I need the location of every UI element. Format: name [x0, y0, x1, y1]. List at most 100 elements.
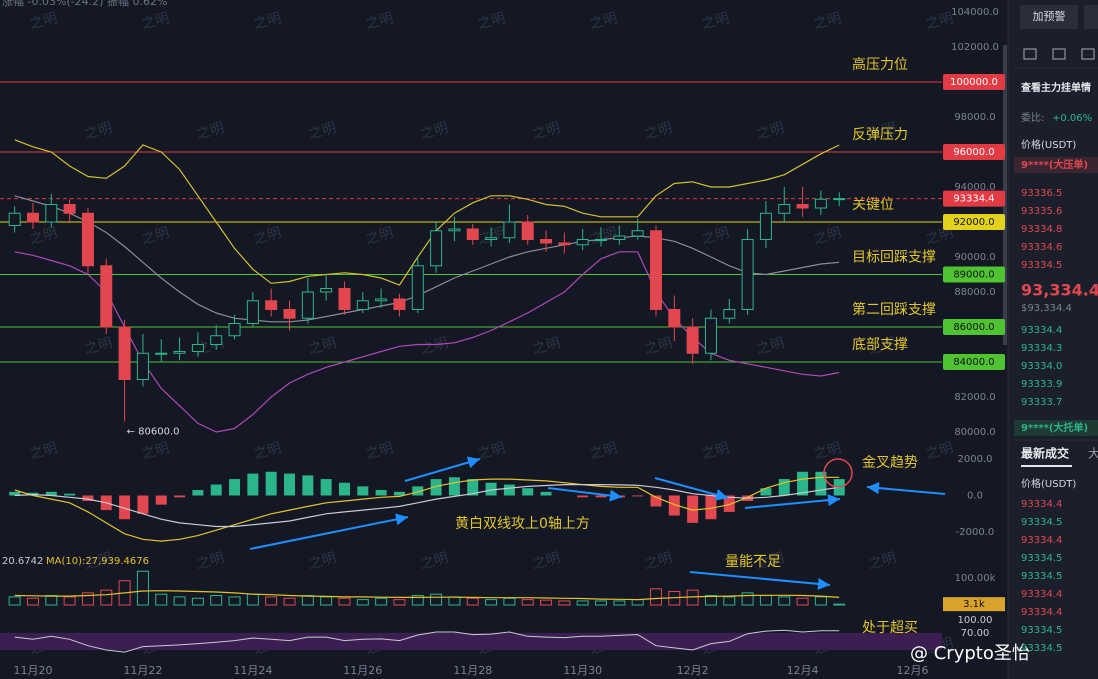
- volume-bar: [466, 597, 479, 606]
- macd-bar: [45, 491, 57, 496]
- x-tick-label: 11月28: [453, 664, 492, 677]
- watermark: 之明: [307, 550, 338, 573]
- y-tick-label: 80000.0: [954, 427, 995, 438]
- arrows: [249, 456, 946, 590]
- candle-body: [356, 300, 369, 310]
- candle-body: [558, 242, 571, 246]
- candle-body: [338, 288, 351, 310]
- watermark: 之明: [700, 10, 731, 33]
- volume-bar: [8, 596, 21, 606]
- macd-bar: [229, 479, 241, 496]
- watermark: 之明: [83, 550, 114, 573]
- alert-button[interactable]: [1020, 5, 1078, 29]
- candle-body: [26, 212, 39, 223]
- candle-body: [430, 230, 443, 267]
- volume-bar: [100, 589, 113, 606]
- y-tick-label: 102000.0: [951, 42, 999, 53]
- x-tick-label: 12月6: [897, 664, 929, 677]
- macd-bar: [375, 490, 387, 496]
- candle-body: [155, 352, 168, 355]
- watermark: 之明: [924, 225, 955, 248]
- macd-bar: [815, 471, 827, 496]
- watermark: 之明: [140, 440, 171, 463]
- y-tick-label: 0.0: [967, 491, 983, 502]
- macd-bar: [64, 493, 76, 496]
- watermark: 之明: [588, 225, 619, 248]
- trade-price: 93334.5: [1021, 571, 1062, 582]
- watermark: 之明: [531, 335, 562, 358]
- line: [14, 629, 840, 653]
- volume-bar: [649, 588, 662, 606]
- watermark: 之明: [476, 440, 507, 463]
- macd-bar: [430, 479, 442, 496]
- trade-price: 93334.4: [1021, 589, 1062, 600]
- level-note: 反弹压力: [852, 127, 908, 143]
- trade-price: 93334.5: [1021, 625, 1062, 636]
- volume-bar: [540, 599, 553, 606]
- low-label: ← 80600.0: [127, 427, 180, 438]
- watermark: 之明: [252, 225, 283, 248]
- volume-bar: [356, 599, 369, 606]
- watermark: 之明: [867, 550, 898, 573]
- level-tag: [943, 74, 1005, 90]
- candle-body: [778, 204, 791, 214]
- watermark: 之明: [588, 440, 619, 463]
- watermark: 之明: [643, 550, 674, 573]
- macd-bar: [485, 482, 497, 496]
- watermark: 之明: [531, 120, 562, 143]
- candle-body: [503, 221, 516, 239]
- macd-bar: [9, 491, 21, 496]
- watermark: 之明: [700, 440, 731, 463]
- watermark: 之明: [83, 335, 114, 358]
- volume-bar: [63, 596, 76, 606]
- watermark: 之明: [364, 225, 395, 248]
- price-header: 价格(USDT): [1021, 138, 1076, 151]
- candle-body: [540, 239, 553, 244]
- big-ask: 9****(大压单): [1021, 158, 1088, 171]
- level-tag-label: 96000.0: [953, 147, 994, 158]
- y-tick-label: -2000.0: [956, 527, 995, 538]
- level-tag: [943, 144, 1005, 160]
- x-tick-label: 11月20: [13, 664, 52, 677]
- macd-bar: [412, 486, 424, 496]
- watermark: 之明: [364, 440, 395, 463]
- candle-body: [375, 298, 388, 302]
- volume-bar: [430, 593, 443, 606]
- watermark: 之明: [755, 120, 786, 143]
- button[interactable]: [1084, 5, 1098, 29]
- candle-body: [118, 326, 131, 380]
- side-panel: [1008, 0, 1098, 679]
- watermark: 之明: [195, 120, 226, 143]
- candle-body: [796, 204, 809, 209]
- macd-bar: [540, 491, 552, 496]
- volume-bar: [375, 597, 388, 606]
- header-text: 涨幅 -0.03%(-24.2) 振幅 0.62%: [2, 0, 167, 8]
- big-ask-bg: [1014, 157, 1098, 173]
- volume-bar: [723, 596, 736, 606]
- watermark: 之明: [812, 225, 843, 248]
- level-tag-label: 89000.0: [953, 270, 994, 281]
- trades-title[interactable]: 最新成交: [1021, 446, 1069, 461]
- macd-bar: [393, 491, 405, 496]
- candle-body: [136, 352, 149, 380]
- candle-body: [686, 326, 699, 354]
- panel-title: 查看主力挂单情: [1020, 81, 1091, 94]
- watermark: 之明: [531, 550, 562, 573]
- volume-bar: [576, 600, 589, 606]
- macd-bar: [778, 479, 790, 496]
- macd-bar: [687, 495, 699, 523]
- volume-bar: [796, 597, 809, 606]
- macd-bar: [338, 482, 350, 496]
- level-tag-label: 92000.0: [953, 217, 994, 228]
- level-note: 高压力位: [852, 56, 908, 73]
- trade-price: 93334.5: [1021, 643, 1062, 654]
- y-tick-label: 70.00: [961, 628, 990, 639]
- candle-body: [759, 212, 772, 240]
- alert-button-label[interactable]: 加预警: [1033, 9, 1066, 23]
- volume-bar: [393, 599, 406, 606]
- trades-tab[interactable]: 大: [1088, 447, 1098, 461]
- layout-icons[interactable]: [1023, 48, 1095, 60]
- level-tag-label: 100000.0: [950, 77, 998, 88]
